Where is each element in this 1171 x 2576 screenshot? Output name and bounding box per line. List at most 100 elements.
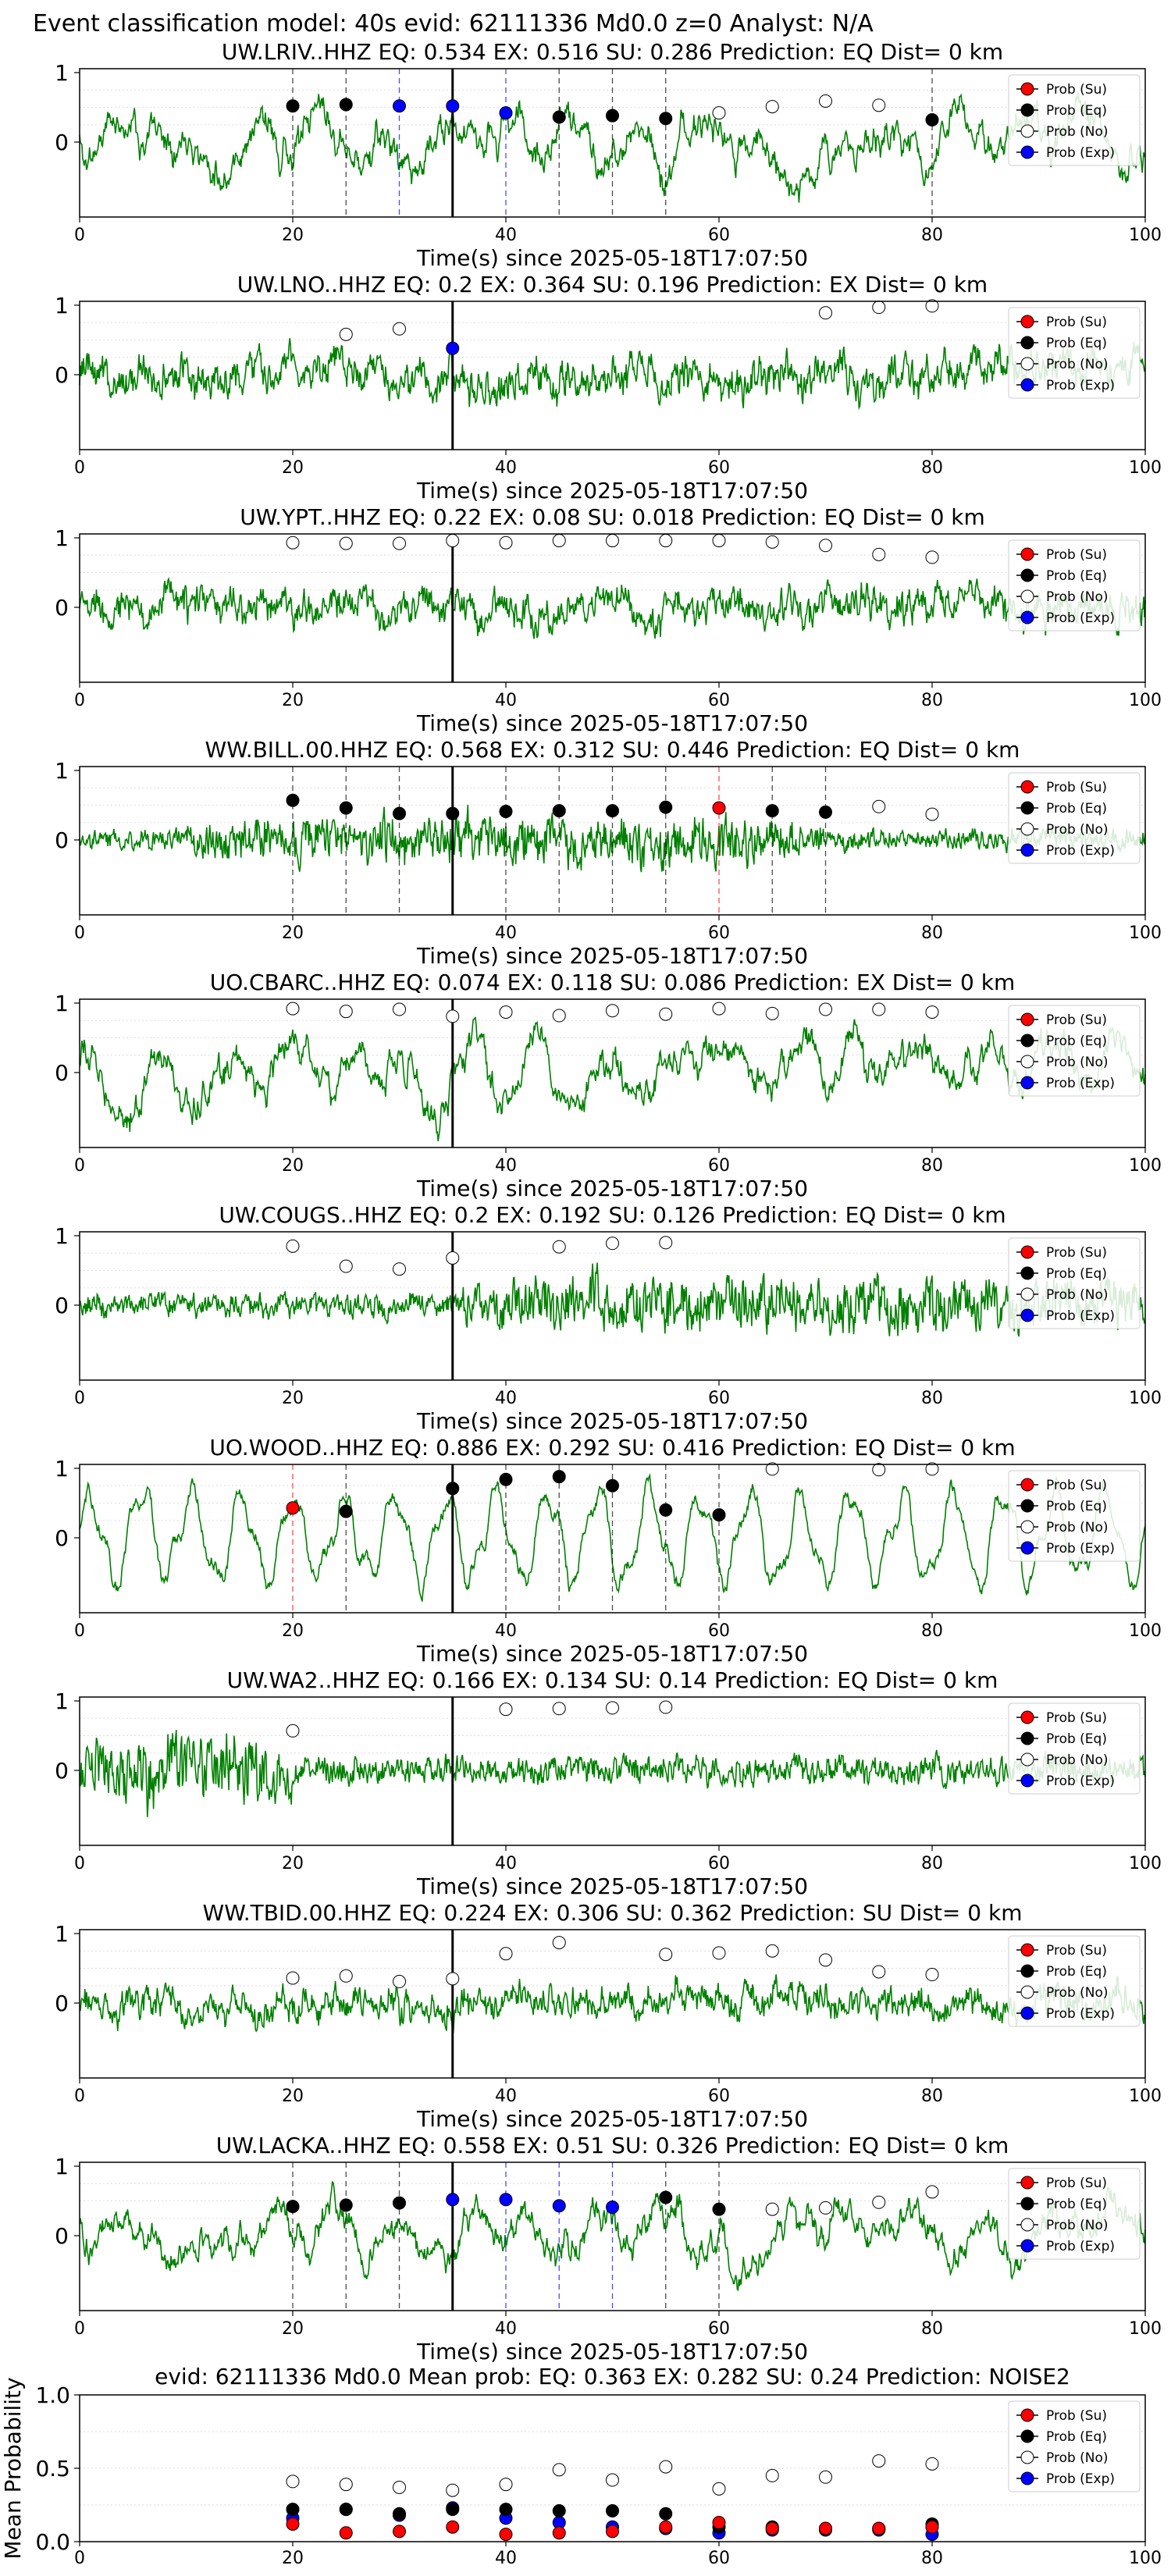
- legend-marker: [1020, 1308, 1034, 1322]
- probability-marker: [819, 805, 832, 819]
- legend-box: [1008, 539, 1141, 632]
- probability-marker: [659, 800, 673, 814]
- x-tick-label: 20: [282, 691, 304, 710]
- x-tick-label: 40: [495, 1389, 517, 1408]
- legend-label: Prob (Su): [1046, 2176, 1107, 2191]
- probability-marker: [339, 536, 353, 550]
- x-tick-label: 100: [1129, 691, 1162, 710]
- y-axis-label: Mean Probability: [0, 2377, 26, 2559]
- x-axis-label: Time(s) since 2025-05-18T17:07:50: [416, 1873, 808, 1899]
- x-tick-label: 20: [282, 458, 304, 478]
- probability-marker: [872, 2195, 886, 2209]
- x-tick-label: 40: [495, 691, 517, 710]
- waveform-panel: UW.COUGS..HHZ EQ: 0.2 EX: 0.192 SU: 0.12…: [55, 1202, 1162, 1434]
- legend-box: [1008, 74, 1141, 166]
- legend-label: Prob (No): [1046, 124, 1109, 140]
- waveform-panel: UW.WA2..HHZ EQ: 0.166 EX: 0.134 SU: 0.14…: [55, 1667, 1162, 1899]
- legend-label: Prob (Exp): [1046, 610, 1115, 626]
- probability-marker: [872, 1463, 886, 1477]
- y-tick-label: 1: [55, 1921, 69, 1947]
- mean-prob-point: [552, 2463, 566, 2477]
- y-tick-label: 1.0: [35, 2382, 70, 2408]
- legend-marker: [1020, 1985, 1034, 1999]
- probability-marker: [872, 301, 886, 315]
- legend-label: Prob (Eq): [1046, 336, 1107, 351]
- panel-title: UO.CBARC..HHZ EQ: 0.074 EX: 0.118 SU: 0.…: [210, 970, 1016, 995]
- y-tick-label: 0: [55, 595, 69, 621]
- mean-prob-point: [819, 2521, 832, 2535]
- mean-prob-point: [499, 2478, 513, 2492]
- y-tick-label: 0: [55, 1525, 69, 1551]
- x-tick-label: 100: [1129, 1854, 1162, 1873]
- x-tick-label: 80: [921, 2319, 943, 2339]
- x-tick-label: 80: [921, 1854, 943, 1873]
- panel-title: UW.YPT..HHZ EQ: 0.22 EX: 0.08 SU: 0.018 …: [240, 504, 985, 530]
- x-tick-label: 20: [282, 1621, 304, 1641]
- x-axis-label: Time(s) since 2025-05-18T17:07:50: [416, 1641, 808, 1667]
- mean-prob-point: [446, 2483, 460, 2497]
- x-axis-label: Time(s) since 2025-05-18T17:07:50: [416, 1176, 808, 1201]
- x-tick-label: 0: [74, 2549, 85, 2568]
- probability-marker: [286, 1724, 300, 1738]
- probability-marker: [765, 2202, 779, 2216]
- mean-prob-point: [606, 2524, 619, 2539]
- mean-prob-point: [286, 2503, 300, 2517]
- mean-prob-point: [446, 2520, 460, 2534]
- legend-label: Prob (Eq): [1046, 2197, 1107, 2212]
- x-tick-label: 60: [708, 691, 730, 710]
- legend-marker: [1020, 2218, 1034, 2232]
- x-tick-label: 20: [282, 1854, 304, 1873]
- x-tick-label: 100: [1129, 226, 1162, 245]
- panel-title: UW.LACKA..HHZ EQ: 0.558 EX: 0.51 SU: 0.3…: [216, 2133, 1009, 2158]
- y-tick-label: 0: [55, 1758, 69, 1784]
- probability-marker: [659, 1007, 673, 1021]
- probability-marker: [606, 534, 619, 548]
- legend-marker: [1020, 1541, 1034, 1555]
- mean-prob-point: [659, 2520, 673, 2534]
- mean-prob-point: [499, 2528, 513, 2542]
- x-tick-label: 20: [282, 226, 304, 245]
- mean-prob-point: [499, 2503, 513, 2517]
- waveform-panel: UW.YPT..HHZ EQ: 0.22 EX: 0.08 SU: 0.018 …: [55, 504, 1162, 736]
- probability-marker: [339, 2198, 353, 2212]
- probability-marker: [765, 804, 779, 818]
- legend-label: Prob (Exp): [1046, 1076, 1115, 1091]
- x-tick-label: 100: [1129, 923, 1162, 943]
- legend-marker: [1020, 1245, 1034, 1259]
- probability-marker: [393, 1974, 406, 1988]
- x-tick-label: 0: [74, 923, 85, 943]
- y-tick-label: 1: [55, 1688, 69, 1714]
- legend-box: [1008, 1005, 1141, 1097]
- waveform-panel: WW.TBID.00.HHZ EQ: 0.224 EX: 0.306 SU: 0…: [55, 1900, 1162, 2132]
- waveform-trace: [79, 1974, 1146, 2036]
- probability-marker: [286, 793, 300, 807]
- y-tick-label: 1: [55, 758, 69, 784]
- legend-marker: [1020, 82, 1034, 96]
- legend-label: Prob (Su): [1046, 547, 1107, 563]
- x-tick-label: 100: [1129, 1621, 1162, 1641]
- y-tick-label: 0: [55, 1293, 69, 1318]
- mean-prob-point: [552, 2504, 566, 2518]
- probability-marker: [819, 2201, 832, 2215]
- x-tick-label: 80: [921, 226, 943, 245]
- legend-marker: [1020, 1055, 1034, 1069]
- probability-marker: [339, 1969, 353, 1983]
- x-tick-label: 80: [921, 1621, 943, 1641]
- legend-marker: [1020, 1499, 1034, 1513]
- mean-prob-point: [712, 2482, 726, 2496]
- legend-marker: [1020, 589, 1034, 603]
- mean-prob-point: [872, 2454, 886, 2468]
- waveform-panel: UW.LACKA..HHZ EQ: 0.558 EX: 0.51 SU: 0.3…: [55, 2133, 1162, 2364]
- legend-marker: [1020, 1287, 1034, 1301]
- y-tick-label: 0: [55, 1991, 69, 2016]
- x-tick-label: 0: [74, 226, 85, 245]
- probability-marker: [393, 1002, 406, 1016]
- mean-prob-point: [286, 2517, 300, 2531]
- legend-label: Prob (Eq): [1046, 1034, 1107, 1049]
- mean-prob-point: [552, 2526, 566, 2540]
- mean-prob-point: [446, 2503, 460, 2517]
- probability-marker: [712, 2202, 726, 2216]
- probability-marker: [659, 112, 673, 126]
- probability-marker: [499, 1472, 513, 1486]
- mean-prob-point: [393, 2480, 406, 2494]
